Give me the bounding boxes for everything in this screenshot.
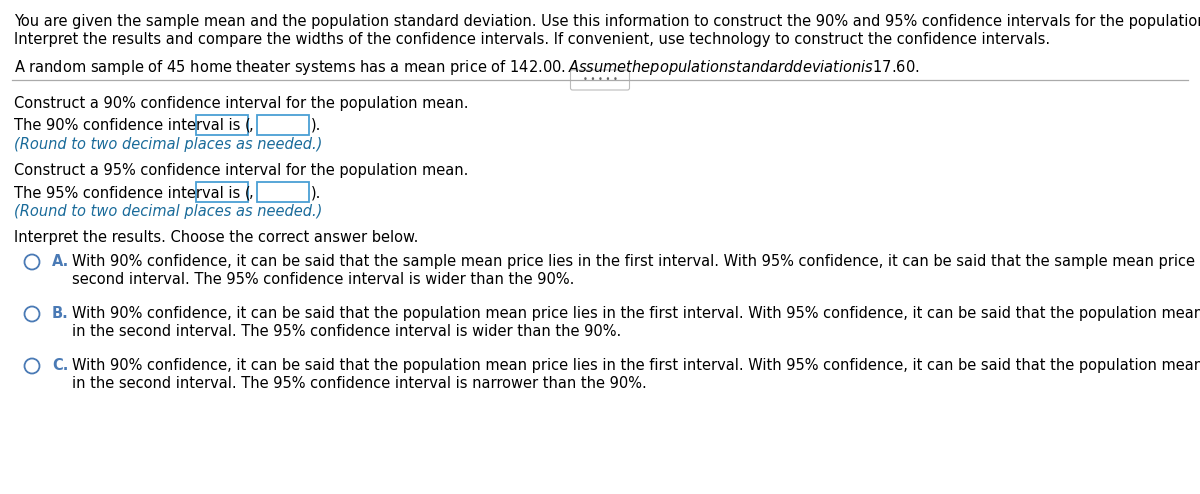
Text: The 90% confidence interval is (: The 90% confidence interval is ( (14, 118, 251, 133)
Text: ).: ). (311, 118, 322, 133)
Text: With 90% confidence, it can be said that the population mean price lies in the f: With 90% confidence, it can be said that… (72, 358, 1200, 373)
Text: Construct a 90% confidence interval for the population mean.: Construct a 90% confidence interval for … (14, 96, 468, 111)
Text: A.: A. (52, 254, 70, 269)
Text: second interval. The 95% confidence interval is wider than the 90%.: second interval. The 95% confidence inte… (72, 272, 575, 287)
FancyBboxPatch shape (196, 115, 248, 135)
Text: A random sample of 45 home theater systems has a mean price of $142.00. Assume t: A random sample of 45 home theater syste… (14, 58, 919, 77)
FancyBboxPatch shape (257, 115, 310, 135)
FancyBboxPatch shape (196, 182, 248, 202)
FancyBboxPatch shape (570, 70, 630, 90)
Text: With 90% confidence, it can be said that the population mean price lies in the f: With 90% confidence, it can be said that… (72, 306, 1200, 321)
FancyBboxPatch shape (257, 182, 310, 202)
Text: B.: B. (52, 306, 68, 321)
Text: Interpret the results. Choose the correct answer below.: Interpret the results. Choose the correc… (14, 230, 419, 245)
Text: ,: , (250, 118, 253, 133)
Text: The 95% confidence interval is (: The 95% confidence interval is ( (14, 185, 251, 200)
Text: With 90% confidence, it can be said that the sample mean price lies in the first: With 90% confidence, it can be said that… (72, 254, 1200, 269)
Text: in the second interval. The 95% confidence interval is narrower than the 90%.: in the second interval. The 95% confiden… (72, 376, 647, 391)
Text: You are given the sample mean and the population standard deviation. Use this in: You are given the sample mean and the po… (14, 14, 1200, 29)
Text: • • • • •: • • • • • (582, 76, 618, 84)
Text: C.: C. (52, 358, 68, 373)
Text: (Round to two decimal places as needed.): (Round to two decimal places as needed.) (14, 204, 323, 219)
Text: Construct a 95% confidence interval for the population mean.: Construct a 95% confidence interval for … (14, 163, 468, 178)
Text: in the second interval. The 95% confidence interval is wider than the 90%.: in the second interval. The 95% confiden… (72, 324, 622, 339)
Text: (Round to two decimal places as needed.): (Round to two decimal places as needed.) (14, 137, 323, 152)
Text: Interpret the results and compare the widths of the confidence intervals. If con: Interpret the results and compare the wi… (14, 32, 1050, 47)
Text: ,: , (250, 185, 253, 200)
Text: ).: ). (311, 185, 322, 200)
